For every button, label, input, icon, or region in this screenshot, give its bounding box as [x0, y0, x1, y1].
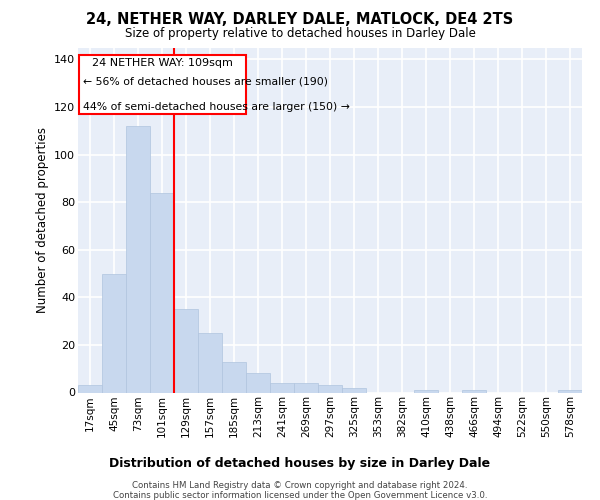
Bar — [462, 390, 486, 392]
Bar — [126, 126, 150, 392]
Bar — [198, 333, 222, 392]
Bar — [222, 362, 246, 392]
Bar — [78, 386, 102, 392]
Bar — [102, 274, 126, 392]
Bar — [558, 390, 582, 392]
Bar — [294, 383, 318, 392]
Text: 24, NETHER WAY, DARLEY DALE, MATLOCK, DE4 2TS: 24, NETHER WAY, DARLEY DALE, MATLOCK, DE… — [86, 12, 514, 28]
Bar — [414, 390, 438, 392]
Bar — [318, 386, 342, 392]
Text: Distribution of detached houses by size in Darley Dale: Distribution of detached houses by size … — [109, 458, 491, 470]
Text: 44% of semi-detached houses are larger (150) →: 44% of semi-detached houses are larger (… — [83, 102, 350, 112]
Bar — [246, 374, 270, 392]
Text: Contains HM Land Registry data © Crown copyright and database right 2024.: Contains HM Land Registry data © Crown c… — [132, 481, 468, 490]
Y-axis label: Number of detached properties: Number of detached properties — [35, 127, 49, 313]
Text: 24 NETHER WAY: 109sqm: 24 NETHER WAY: 109sqm — [92, 58, 233, 68]
FancyBboxPatch shape — [79, 54, 246, 114]
Bar — [342, 388, 366, 392]
Text: Size of property relative to detached houses in Darley Dale: Size of property relative to detached ho… — [125, 28, 475, 40]
Bar — [270, 383, 294, 392]
Bar — [174, 309, 198, 392]
Text: ← 56% of detached houses are smaller (190): ← 56% of detached houses are smaller (19… — [83, 76, 328, 86]
Bar — [150, 192, 174, 392]
Text: Contains public sector information licensed under the Open Government Licence v3: Contains public sector information licen… — [113, 491, 487, 500]
